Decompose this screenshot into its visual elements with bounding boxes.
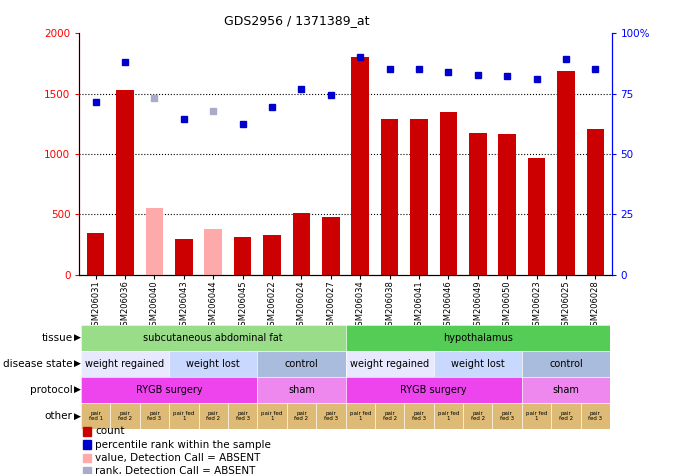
Text: disease state: disease state [3, 359, 73, 369]
Bar [439, 112, 457, 275]
Text: protocol: protocol [30, 385, 73, 395]
Text: pair
fed 2: pair fed 2 [559, 410, 573, 421]
Text: pair
fed 3: pair fed 3 [588, 410, 603, 421]
Text: sham: sham [288, 385, 315, 395]
Text: RYGB surgery: RYGB surgery [136, 385, 202, 395]
Bar [352, 57, 369, 275]
Text: pair
fed 3: pair fed 3 [236, 410, 249, 421]
Text: pair
fed 2: pair fed 2 [383, 410, 397, 421]
Text: pair
fed 3: pair fed 3 [412, 410, 426, 421]
Bar [498, 134, 516, 275]
Bar [175, 239, 193, 275]
Text: pair
fed 1: pair fed 1 [88, 410, 103, 421]
Text: RYGB surgery: RYGB surgery [400, 385, 467, 395]
Bar [292, 213, 310, 275]
Text: weight regained: weight regained [350, 359, 429, 369]
Bar [381, 119, 399, 275]
Text: pair
fed 2: pair fed 2 [471, 410, 485, 421]
Text: pair
fed 2: pair fed 2 [118, 410, 132, 421]
Text: pair fed
1: pair fed 1 [526, 410, 547, 421]
Text: weight lost: weight lost [451, 359, 504, 369]
Bar [322, 217, 339, 275]
Text: weight regained: weight regained [86, 359, 164, 369]
Text: pair
fed 3: pair fed 3 [147, 410, 162, 421]
Text: control: control [549, 359, 583, 369]
Text: pair fed
1: pair fed 1 [350, 410, 371, 421]
Text: value, Detection Call = ABSENT: value, Detection Call = ABSENT [95, 453, 261, 463]
Text: tissue: tissue [41, 333, 73, 343]
Text: other: other [45, 411, 73, 421]
Text: GDS2956 / 1371389_at: GDS2956 / 1371389_at [225, 14, 370, 27]
Text: pair fed
1: pair fed 1 [437, 410, 459, 421]
Text: control: control [285, 359, 319, 369]
Text: hypothalamus: hypothalamus [443, 333, 513, 343]
Text: pair
fed 2: pair fed 2 [294, 410, 308, 421]
Text: pair fed
1: pair fed 1 [173, 410, 194, 421]
Text: ▶: ▶ [74, 333, 81, 342]
Text: pair fed
1: pair fed 1 [261, 410, 283, 421]
Text: count: count [95, 426, 125, 437]
Bar [205, 229, 222, 275]
Text: percentile rank within the sample: percentile rank within the sample [95, 439, 272, 450]
Bar [557, 71, 575, 275]
Text: pair
fed 3: pair fed 3 [324, 410, 338, 421]
Bar [87, 233, 104, 275]
Bar [263, 235, 281, 275]
Text: subcutaneous abdominal fat: subcutaneous abdominal fat [144, 333, 283, 343]
Text: pair
fed 3: pair fed 3 [500, 410, 514, 421]
Text: ▶: ▶ [74, 385, 81, 394]
Bar [587, 128, 604, 275]
Bar [528, 158, 545, 275]
Bar [469, 133, 486, 275]
Text: rank, Detection Call = ABSENT: rank, Detection Call = ABSENT [95, 466, 256, 474]
Text: ▶: ▶ [74, 359, 81, 368]
Text: sham: sham [553, 385, 580, 395]
Text: weight lost: weight lost [187, 359, 240, 369]
Bar [146, 209, 163, 275]
Text: ▶: ▶ [74, 411, 81, 420]
Bar [410, 119, 428, 275]
Bar [116, 90, 134, 275]
Text: pair
fed 2: pair fed 2 [206, 410, 220, 421]
Bar [234, 237, 252, 275]
